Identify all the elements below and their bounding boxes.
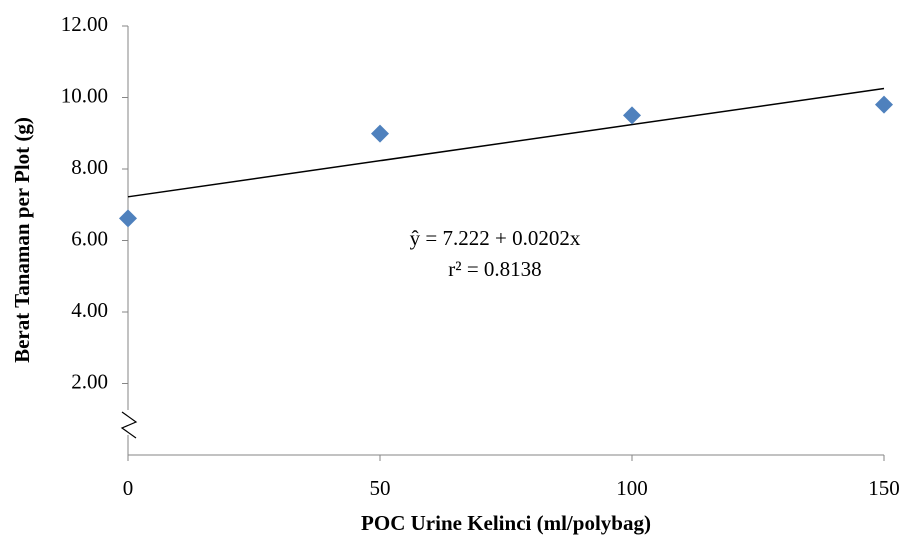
y-tick-label: 8.00 [71,155,108,179]
equation: ŷ = 7.222 + 0.0202x [410,226,581,250]
point [119,209,137,228]
point [623,106,641,125]
x-tick-label: 100 [616,476,648,500]
y-axis-title: Berat Tanaman per Plot (g) [10,117,34,363]
r-squared: r² = 0.8138 [448,257,541,281]
axis-break [120,411,138,439]
y-tick-label: 6.00 [71,226,108,250]
x-tick-label: 150 [868,476,900,500]
point [371,124,389,143]
y-tick-label: 2.00 [71,369,108,393]
point [875,95,893,114]
y-tick-label: 4.00 [71,298,108,322]
y-tick-label: 12.00 [61,12,108,36]
axis-break-gap [124,410,132,435]
x-axis-title: POC Urine Kelinci (ml/polybag) [361,511,651,535]
x-tick-label: 0 [123,476,134,500]
y-tick-label: 10.00 [61,83,108,107]
x-tick-label: 50 [370,476,391,500]
trendline [127,87,885,198]
